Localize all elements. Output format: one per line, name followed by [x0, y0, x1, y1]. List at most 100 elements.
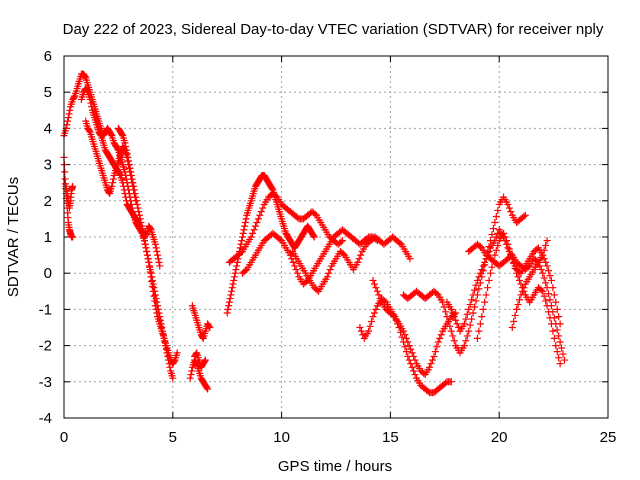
data-point: [253, 219, 261, 227]
data-point: [292, 266, 300, 274]
data-point: [238, 237, 246, 245]
data-point: [148, 273, 156, 281]
data-point: [449, 309, 457, 317]
data-point: [81, 73, 89, 81]
data-point: [125, 161, 133, 169]
data-point: [124, 153, 132, 161]
data-point: [241, 219, 249, 227]
data-point: [513, 269, 521, 277]
data-point: [475, 285, 483, 293]
x-tick-label: 15: [382, 429, 399, 446]
data-point: [500, 229, 508, 237]
data-point: [516, 276, 524, 284]
data-point: [354, 258, 362, 266]
data-point: [465, 305, 473, 313]
data-point: [286, 251, 294, 259]
data-point: [131, 190, 139, 198]
data-point: [164, 356, 172, 364]
data-point: [150, 284, 158, 292]
data-point: [466, 321, 474, 329]
data-point: [478, 313, 486, 321]
data-point: [250, 226, 258, 234]
data-point: [152, 244, 160, 252]
data-point: [146, 225, 154, 233]
data-point: [86, 95, 94, 103]
data-point: [120, 186, 128, 194]
data-point: [552, 298, 560, 306]
data-point: [514, 273, 522, 281]
data-point: [170, 357, 178, 365]
series-12: [238, 226, 381, 288]
data-point: [241, 222, 249, 230]
data-point: [225, 302, 233, 310]
data-point: [66, 106, 74, 114]
data-point: [517, 291, 525, 299]
data-point: [156, 313, 164, 321]
data-point: [239, 229, 247, 237]
x-tick-label: 20: [491, 429, 508, 446]
data-point: [145, 258, 153, 266]
data-point: [556, 338, 564, 346]
data-point: [540, 246, 548, 254]
data-point: [165, 360, 173, 368]
data-point: [233, 258, 241, 266]
data-point: [370, 280, 378, 288]
data-point: [469, 309, 477, 317]
data-points: [60, 70, 568, 397]
data-point: [485, 276, 493, 284]
data-point: [396, 239, 404, 247]
data-point: [516, 296, 524, 304]
data-point: [518, 287, 526, 295]
data-point: [513, 305, 521, 313]
data-point: [507, 208, 515, 216]
data-point: [463, 332, 471, 340]
data-point: [460, 320, 468, 328]
data-point: [430, 352, 438, 360]
data-point: [109, 179, 117, 187]
data-point: [69, 182, 77, 190]
data-point: [511, 264, 519, 272]
data-point: [87, 99, 95, 107]
data-point: [130, 186, 138, 194]
data-point: [147, 269, 155, 277]
data-point: [138, 222, 146, 230]
data-point: [434, 338, 442, 346]
data-point: [484, 284, 492, 292]
data-point: [472, 281, 480, 289]
data-point: [133, 200, 141, 208]
data-point: [121, 139, 129, 147]
series-6: [114, 124, 164, 270]
data-point: [405, 356, 413, 364]
data-point: [339, 237, 347, 245]
data-point: [143, 251, 151, 259]
data-point: [406, 255, 414, 263]
data-point: [123, 150, 131, 158]
data-point: [166, 363, 174, 371]
data-point: [231, 269, 239, 277]
data-point: [481, 258, 489, 266]
data-point: [355, 255, 363, 263]
y-tick-label: 3: [44, 157, 52, 174]
series-13: [288, 233, 414, 295]
data-point: [468, 296, 476, 304]
data-point: [294, 269, 302, 277]
data-point: [475, 273, 483, 281]
data-point: [119, 179, 127, 187]
data-point: [187, 371, 195, 379]
y-tick-label: 2: [44, 193, 52, 210]
data-point: [452, 316, 460, 324]
data-point: [151, 291, 159, 299]
data-point: [407, 360, 415, 368]
y-tick-label: -2: [39, 338, 52, 355]
data-point: [408, 349, 416, 357]
data-point: [553, 348, 561, 356]
x-axis-label: GPS time / hours: [278, 458, 392, 475]
data-point: [137, 219, 145, 227]
data-point: [542, 279, 550, 287]
data-point: [494, 241, 502, 249]
data-point: [392, 316, 400, 324]
data-point: [505, 245, 513, 253]
data-point: [141, 240, 149, 248]
data-point: [229, 280, 237, 288]
x-tick-label: 25: [600, 429, 617, 446]
